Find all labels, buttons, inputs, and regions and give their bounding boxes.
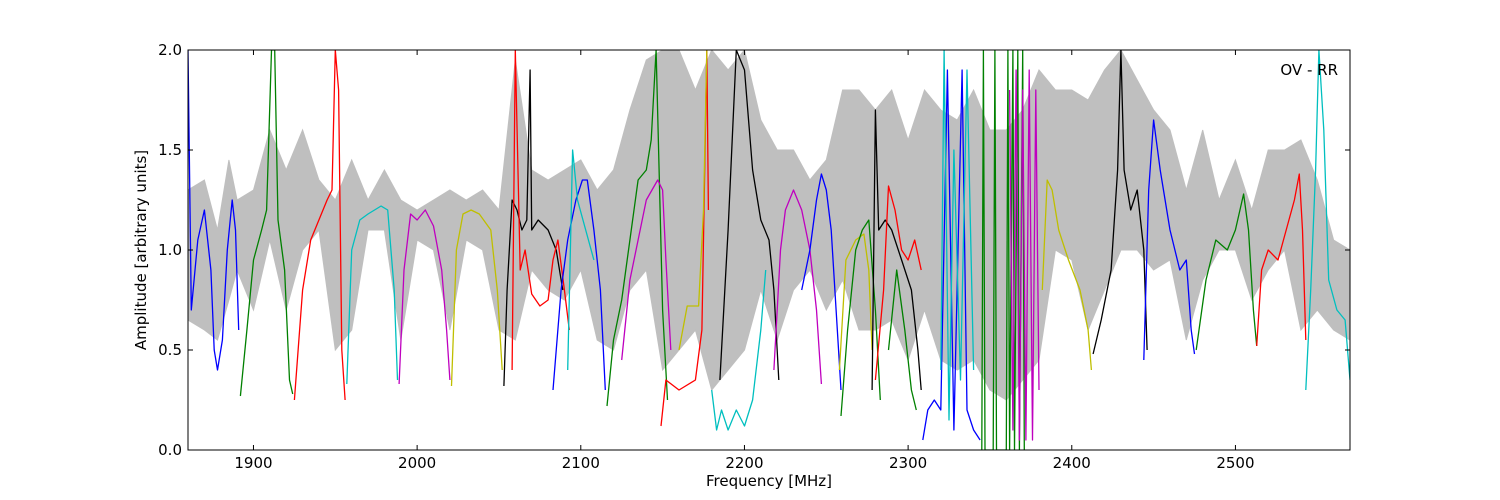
- series-line-18: [801, 173, 842, 391]
- background-envelope: [188, 50, 1350, 401]
- series-line-33: [1305, 50, 1350, 391]
- series-line-4: [346, 205, 399, 385]
- y-tick-label: 2.0: [158, 41, 182, 59]
- axis-ticks: 1900 2000 2100 2200 2300 2400 2500 0.0 0.5 1.0 1.5…: [158, 41, 1350, 472]
- series-line-31: [1195, 193, 1258, 351]
- plot-annotation: OV - RR: [1280, 61, 1338, 79]
- series-line-16: [719, 50, 780, 381]
- series-line-27: [1008, 69, 1040, 441]
- x-axis-label: Frequency [MHz]: [706, 472, 832, 490]
- x-tick-label: 1900: [234, 454, 272, 472]
- series-line-2: [239, 50, 294, 397]
- x-tick-label: 2000: [398, 454, 436, 472]
- series-line-21: [871, 109, 922, 391]
- series-line-29: [1092, 50, 1148, 355]
- series-line-6: [450, 209, 503, 387]
- x-tick-label: 2500: [1216, 454, 1254, 472]
- y-axis-label: Amplitude [arbitrary units]: [132, 150, 150, 350]
- series-line-5: [398, 209, 451, 385]
- x-tick-label: 2300: [889, 454, 927, 472]
- series-line-22: [874, 185, 922, 381]
- series-line-9: [552, 179, 606, 391]
- x-tick-label: 2100: [562, 454, 600, 472]
- y-tick-label: 0.5: [158, 341, 182, 359]
- series-line-3: [293, 50, 346, 401]
- series-line-12: [621, 179, 672, 361]
- series-line-30: [1143, 119, 1196, 361]
- series-line-11: [606, 50, 669, 407]
- y-tick-label: 1.5: [158, 141, 182, 159]
- series-line-15: [711, 269, 767, 431]
- series-line-24: [922, 69, 981, 441]
- series-line-23: [887, 269, 917, 411]
- y-tick-label: 1.0: [158, 241, 182, 259]
- series-line-28: [1041, 179, 1093, 371]
- series-line-1: [188, 50, 240, 371]
- series-group: [188, 50, 1350, 450]
- series-line-17: [773, 189, 823, 385]
- series-line-25: [940, 50, 975, 421]
- y-tick-label: 0.0: [158, 441, 182, 459]
- series-line-14: [678, 50, 708, 351]
- x-tick-label: 2400: [1053, 454, 1091, 472]
- series-line-7: [503, 69, 564, 387]
- series-line-32: [1256, 173, 1307, 347]
- x-tick-label: 2200: [725, 454, 763, 472]
- envelope-band: [188, 50, 1350, 401]
- series-line-20: [840, 219, 881, 417]
- series-line-13: [660, 50, 710, 427]
- series-line-10: [567, 149, 595, 371]
- series-line-8: [511, 50, 570, 371]
